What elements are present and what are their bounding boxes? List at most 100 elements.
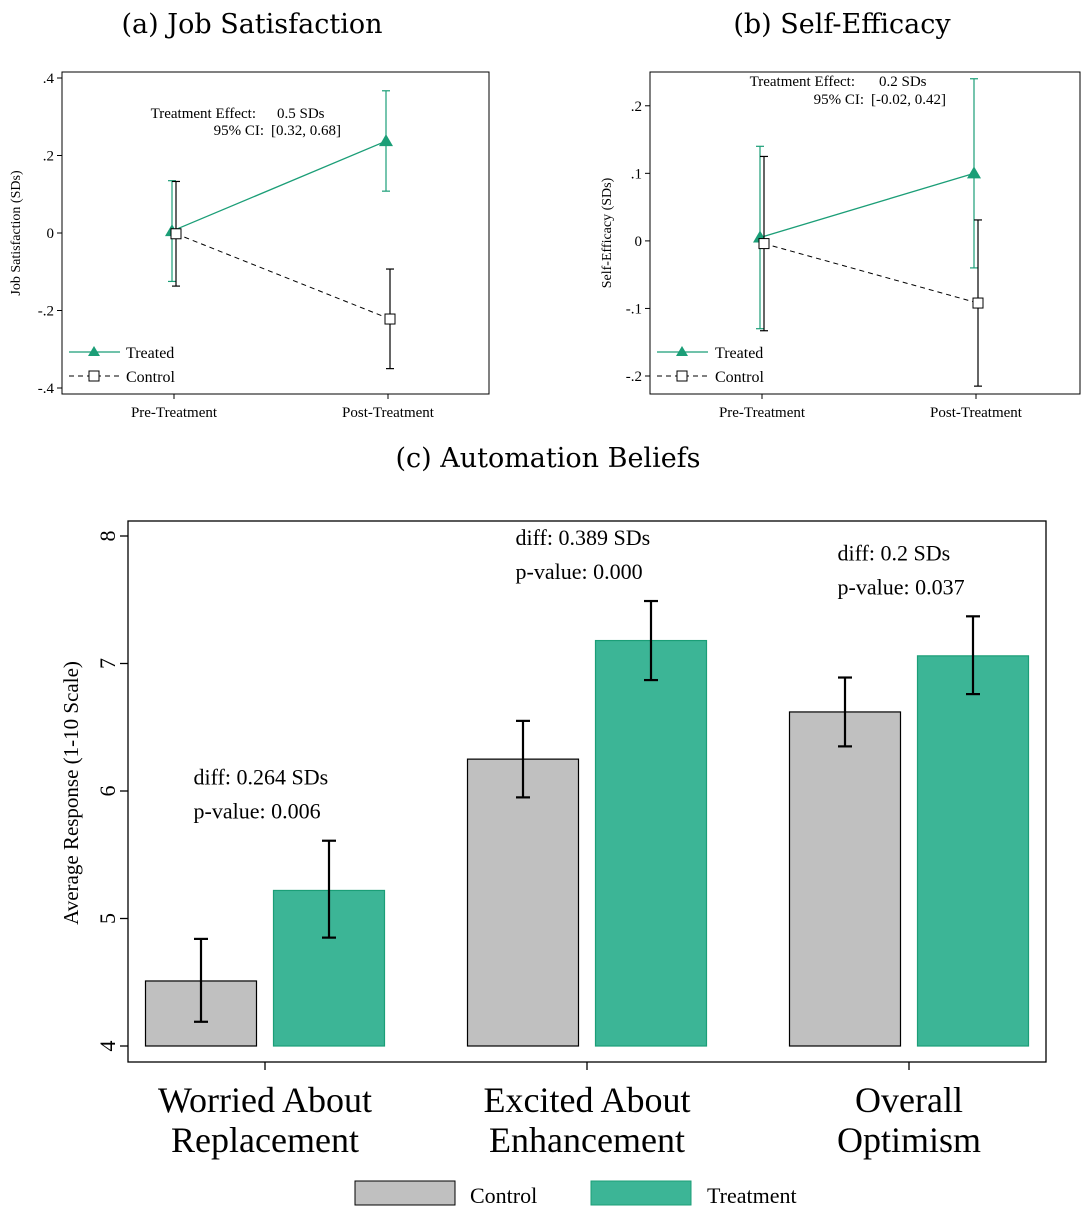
xticks-self-efficacy: Pre-Treatment Post-Treatment <box>719 394 1023 421</box>
data-point <box>384 313 396 325</box>
ytick-label: 7 <box>95 658 120 669</box>
error-bar <box>516 719 530 799</box>
category-label: Replacement <box>171 1120 359 1160</box>
error-bar <box>838 676 852 748</box>
bar-control <box>788 711 902 1047</box>
diff-annotation: diff: 0.264 SDs <box>194 765 329 790</box>
xtick-label: Pre-Treatment <box>719 405 806 421</box>
legend-self-efficacy: Treated Control <box>657 345 764 386</box>
series-line <box>175 233 391 320</box>
annotation-effect-value: 0.5 SDs <box>277 106 325 122</box>
bar-treatment <box>594 639 708 1047</box>
series-line <box>763 243 979 304</box>
ytick-label: 0 <box>47 226 55 242</box>
legend-job-satisfaction: Treated Control <box>69 345 175 386</box>
annotation-effect-label: Treatment Effect: <box>151 106 256 122</box>
legend-marker-control <box>676 370 688 382</box>
legend-label-treated: Treated <box>715 345 763 362</box>
ytick-label: 6 <box>95 786 120 797</box>
series-treated <box>753 78 981 330</box>
legend-automation-beliefs: Control Treatment <box>354 1180 797 1208</box>
error-bar <box>966 615 980 696</box>
annotation-effect-label: Treatment Effect: <box>750 74 855 90</box>
plot-frame-automation-beliefs <box>127 520 1047 1063</box>
ytick-label: 0 <box>635 234 643 250</box>
xtick-label: Pre-Treatment <box>131 405 218 421</box>
panel-automation-beliefs: (c) Automation Beliefs Average Response … <box>59 443 1047 1208</box>
ytick-label: .2 <box>43 149 54 165</box>
data-point <box>967 166 981 179</box>
legend-label-treated: Treated <box>126 345 174 362</box>
ytick-label: 5 <box>95 913 120 924</box>
category-label: Overall <box>855 1080 963 1120</box>
bar-treatment <box>916 655 1030 1047</box>
legend-label-control: Control <box>715 369 764 386</box>
error-bar <box>322 839 336 939</box>
xticks-job-satisfaction: Pre-Treatment Post-Treatment <box>131 394 435 421</box>
annotation-effect-value: 0.2 SDs <box>879 74 927 90</box>
category-label: Enhancement <box>489 1120 685 1160</box>
series-control <box>758 155 984 387</box>
plot-frame-self-efficacy <box>649 71 1081 395</box>
data-point <box>758 238 770 250</box>
legend-label-control: Control <box>126 369 175 386</box>
annotation-ci-value: [0.32, 0.68] <box>271 123 341 139</box>
ytick-label: -.1 <box>626 301 642 317</box>
ylabel-self-efficacy: Self-Efficacy (SDs) <box>600 177 615 288</box>
diff-annotation: diff: 0.389 SDs <box>516 525 651 550</box>
legend-label-control: Control <box>470 1183 537 1208</box>
series-job-satisfaction <box>165 90 396 370</box>
series-line <box>759 172 975 239</box>
ytick-label: .1 <box>631 166 642 182</box>
caption-job-satisfaction: (a) Job Satisfaction <box>122 9 383 40</box>
ytick-label: -.2 <box>626 369 642 385</box>
panel-job-satisfaction: (a) Job Satisfaction Job Satisfaction (S… <box>9 9 490 421</box>
series-control <box>170 180 396 370</box>
annotation-ci-label: 95% CI: <box>814 92 864 108</box>
diff-annotation: diff: 0.2 SDs <box>838 540 951 565</box>
legend-marker-control <box>88 370 100 382</box>
legend-label-treatment: Treatment <box>707 1183 797 1208</box>
pvalue-annotation: p-value: 0.006 <box>194 799 321 824</box>
bars-automation-beliefs <box>144 599 1030 1047</box>
ylabel-job-satisfaction: Job Satisfaction (SDs) <box>9 170 24 296</box>
series-line <box>171 140 387 232</box>
xtick-label: Post-Treatment <box>342 405 435 421</box>
error-bar <box>194 937 208 1023</box>
legend-marker-treated <box>88 346 100 356</box>
xtick-label: Post-Treatment <box>930 405 1023 421</box>
annotations-automation-beliefs: diff: 0.264 SDs p-value: 0.006 diff: 0.389… <box>194 525 965 824</box>
category-label: Excited About <box>484 1080 691 1120</box>
caption-self-efficacy: (b) Self-Efficacy <box>733 9 951 40</box>
yticks-self-efficacy: .2 .1 0 -.1 -.2 <box>626 99 650 385</box>
annotation-ci-value: [-0.02, 0.42] <box>871 92 946 108</box>
ytick-label: .4 <box>43 71 55 87</box>
data-point <box>972 297 984 309</box>
panel-self-efficacy: (b) Self-Efficacy Self-Efficacy (SDs) .2… <box>600 9 1081 421</box>
series-self-efficacy <box>753 78 984 387</box>
ytick-label: .2 <box>631 99 642 115</box>
ylabel-automation-beliefs: Average Response (1-10 Scale) <box>59 661 83 925</box>
data-point <box>379 134 393 147</box>
category-label: Worried About <box>158 1080 372 1120</box>
yticks-job-satisfaction: .4 .2 0 -.2 -.4 <box>38 71 62 397</box>
pvalue-annotation: p-value: 0.000 <box>516 559 643 584</box>
annotation-self-efficacy: Treatment Effect: 0.2 SDs 95% CI: [-0.02… <box>750 74 946 108</box>
legend-marker-treated <box>676 346 688 356</box>
yticks-automation-beliefs: 4 5 6 7 8 <box>95 531 128 1052</box>
caption-automation-beliefs: (c) Automation Beliefs <box>395 443 700 474</box>
data-point <box>170 228 182 240</box>
annotation-ci-label: 95% CI: <box>214 123 264 139</box>
bar-control <box>466 758 580 1047</box>
error-bar <box>644 599 658 682</box>
ytick-label: -.4 <box>38 381 55 397</box>
ytick-label: 4 <box>95 1041 120 1052</box>
ytick-label: -.2 <box>38 304 54 320</box>
pvalue-annotation: p-value: 0.037 <box>838 574 965 599</box>
category-label: Optimism <box>837 1120 981 1160</box>
legend-swatch-treatment <box>590 1180 692 1206</box>
annotation-job-satisfaction: Treatment Effect: 0.5 SDs 95% CI: [0.32,… <box>151 106 341 139</box>
legend-swatch-control <box>354 1180 456 1206</box>
